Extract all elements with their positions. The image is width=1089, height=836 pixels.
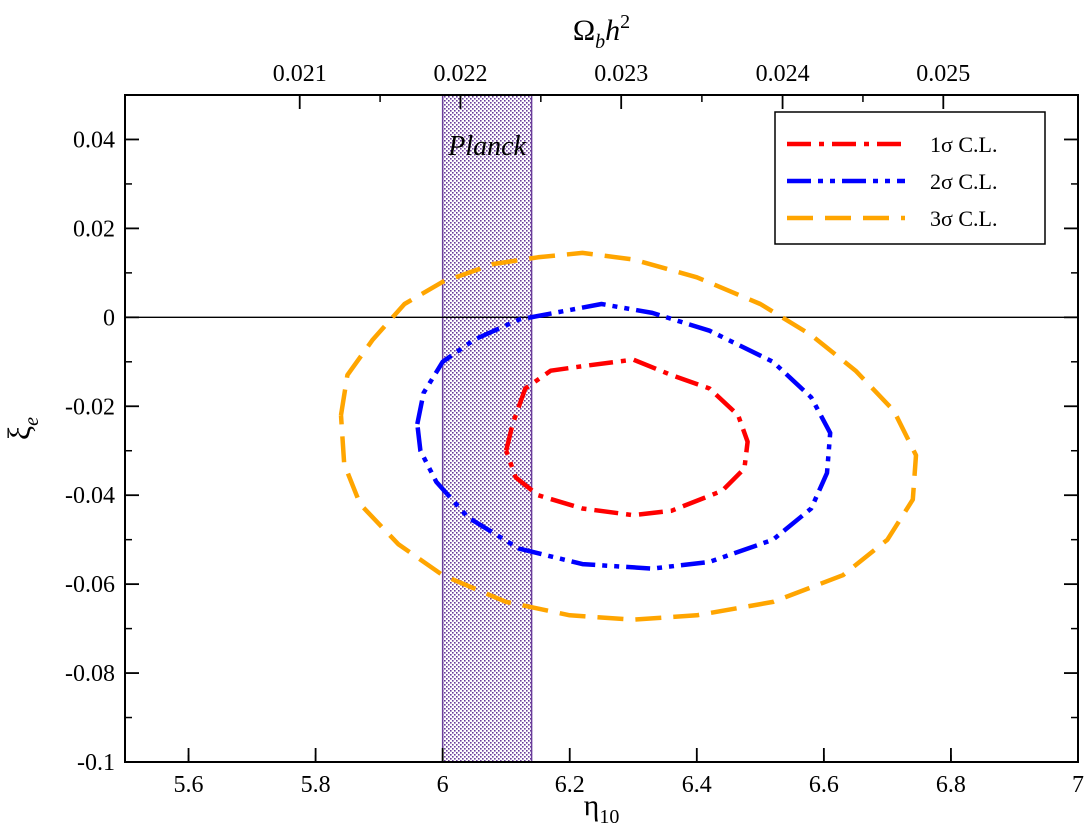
- planck-band: [441, 94, 533, 763]
- y-tick-label: 0: [103, 305, 115, 331]
- planck-annotation: Planck: [447, 131, 526, 162]
- top-tick-label: 0.022: [433, 61, 487, 87]
- legend-box: [774, 111, 1046, 245]
- top-tick-label: 0.023: [594, 61, 648, 87]
- x-tick-label: 6.6: [809, 772, 839, 798]
- legend-label-3: 3σ C.L.: [930, 206, 997, 231]
- x-tick-label: 6.8: [936, 772, 966, 798]
- x-axis-title-base: η: [584, 789, 600, 822]
- y-axis-title-base: ξ: [1, 426, 37, 440]
- legend-label-1: 1σ C.L.: [930, 132, 997, 157]
- legend-label-2: 2σ C.L.: [930, 169, 997, 194]
- legend-items: 1σ C.L. 2σ C.L. 3σ C.L.: [787, 132, 997, 231]
- x-tick-label: 5.6: [174, 772, 204, 798]
- x-tick-label: 7: [1072, 772, 1084, 798]
- y-tick-label: -0.04: [65, 483, 115, 509]
- planck-band-layer: [441, 94, 533, 763]
- y-tick-label: -0.08: [65, 661, 115, 687]
- y-tick-label: 0.02: [73, 216, 115, 242]
- x-axis-title-sub: 10: [599, 806, 619, 828]
- x-tick-label: 5.8: [301, 772, 331, 798]
- top-axis-title-sub: b: [595, 31, 605, 53]
- y-tick-label: -0.06: [65, 572, 115, 598]
- top-tick-label: 0.024: [756, 61, 810, 87]
- series-line-2: [415, 301, 833, 571]
- x-tick-label: 6.2: [555, 772, 585, 798]
- y-axis-title: ξe: [1, 417, 43, 440]
- y-tick-label: -0.02: [65, 394, 115, 420]
- x-axis-title: η10: [584, 789, 620, 828]
- contour-series-layer: [338, 250, 919, 622]
- plot-frame: [124, 94, 1079, 763]
- top-tick-label: 0.021: [273, 61, 327, 87]
- top-axis-title: Ωbh2: [573, 11, 630, 53]
- y-tick-label: -0.1: [77, 750, 115, 776]
- y-axis-title-sub: e: [21, 417, 43, 426]
- top-tick-label: 0.025: [916, 61, 970, 87]
- y-tick-label: 0.04: [73, 127, 115, 153]
- top-axis-title-mid: h: [605, 14, 620, 47]
- series-line-3: [338, 250, 919, 622]
- x-tick-label: 6.4: [682, 772, 712, 798]
- ticks-layer: 5.6 5.8 6 6.2 6.4 6.6 6.8 7 -0.1 -0.08 -0.06 -0.04 -…: [65, 61, 1084, 798]
- top-axis-title-sup: 2: [620, 11, 630, 33]
- top-axis-title-base: Ω: [573, 14, 595, 47]
- legend: 1σ C.L. 2σ C.L. 3σ C.L.: [774, 111, 1046, 245]
- x-tick-label: 6: [437, 772, 449, 798]
- series-line-1: [504, 357, 750, 518]
